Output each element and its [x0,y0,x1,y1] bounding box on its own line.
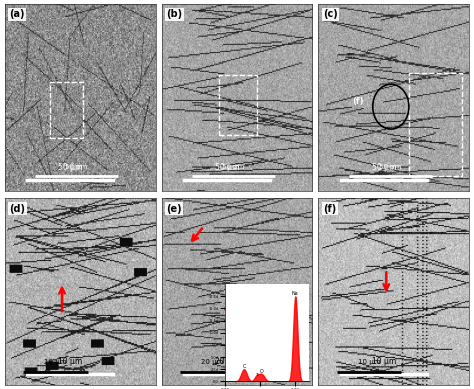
Text: 50 μm: 50 μm [65,164,88,170]
Text: 50 μm: 50 μm [379,164,401,170]
Text: 10 μm: 10 μm [44,359,66,364]
Text: 10 μm: 10 μm [372,357,396,366]
Text: (b): (b) [166,9,182,19]
Text: (d): (d) [9,204,25,214]
Text: (e): (e) [166,204,182,214]
Bar [409,73,462,176]
Text: 50 μm: 50 μm [215,163,239,172]
Text: 50 μm: 50 μm [58,163,82,172]
Text: (a): (a) [9,9,25,19]
Bar [50,82,83,138]
Text: 50 μm: 50 μm [222,164,245,170]
Text: 10 μm: 10 μm [58,357,82,366]
Text: 50 μm: 50 μm [372,163,396,172]
Bar [219,75,256,135]
Text: 20 μm: 20 μm [201,359,223,364]
Text: 10 μm: 10 μm [358,359,380,364]
Text: (c): (c) [323,9,337,19]
Text: (f): (f) [323,204,336,214]
Text: 20 μm: 20 μm [215,357,239,366]
Text: (f): (f) [352,96,364,105]
